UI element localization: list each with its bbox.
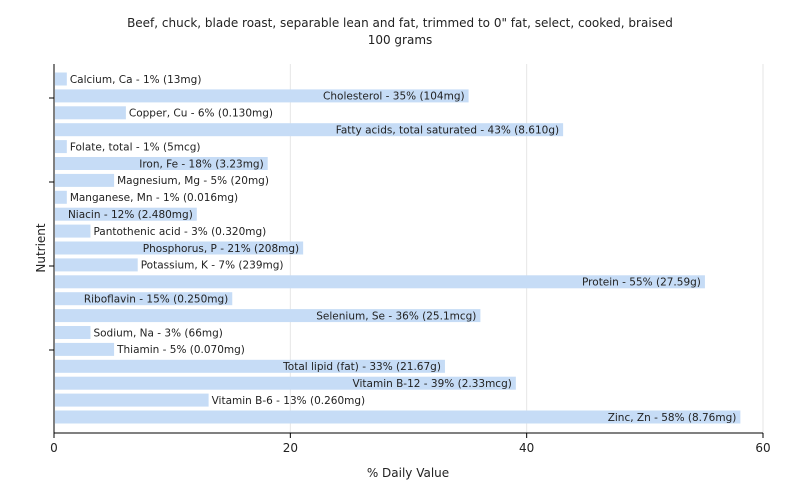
x-tick-label: 40 (519, 441, 534, 455)
bar (55, 140, 67, 154)
bar (55, 190, 67, 204)
bar (55, 342, 115, 356)
bar (55, 326, 91, 339)
bar (55, 241, 304, 255)
bar-label: Cholesterol - 35% (104mg) (323, 91, 465, 103)
bar-label: Vitamin B-6 - 13% (0.260mg) (212, 395, 366, 407)
bar (55, 224, 91, 238)
bar-label: Potassium, K - 7% (239mg) (141, 260, 284, 272)
bar (55, 123, 564, 137)
bar-label: Sodium, Na - 3% (66mg) (93, 327, 222, 339)
bar (55, 207, 197, 221)
bar (55, 275, 705, 289)
bar-label: Phosphorus, P - 21% (208mg) (143, 243, 299, 255)
bar-label: Iron, Fe - 18% (3.23mg) (139, 158, 263, 170)
bar-label: Copper, Cu - 6% (0.130mg) (129, 108, 273, 120)
bar (55, 72, 67, 86)
axes-group: 0 20 40 60 (49, 64, 771, 455)
bar-label: Riboflavin - 15% (0.250mg) (84, 294, 228, 306)
bar-label: Magnesium, Mg - 5% (20mg) (117, 175, 269, 187)
bar (55, 173, 115, 187)
bar-label: Vitamin B-12 - 39% (2.33mcg) (353, 378, 512, 390)
x-tick-label: 0 (50, 441, 58, 455)
x-tick-label: 20 (283, 441, 298, 455)
bar (55, 309, 481, 323)
x-tick-label: 60 (755, 441, 770, 455)
bar-label: Folate, total - 1% (5mcg) (70, 141, 201, 153)
bar-label: Total lipid (fat) - 33% (21.67g) (282, 361, 441, 373)
bar-label: Fatty acids, total saturated - 43% (8.61… (336, 125, 559, 137)
y-axis-label: Nutrient (34, 223, 48, 273)
bar (55, 157, 268, 170)
x-axis-label: % Daily Value (367, 466, 449, 480)
bar-label: Manganese, Mn - 1% (0.016mg) (70, 192, 238, 204)
bar (55, 292, 233, 306)
bar-label: Selenium, Se - 36% (25.1mcg) (316, 310, 476, 322)
chart-subtitle: 100 grams (368, 33, 433, 47)
bar (55, 106, 126, 120)
bar-label: Zinc, Zn - 58% (8.76mg) (608, 412, 737, 424)
bar (55, 376, 516, 390)
bar (55, 89, 469, 103)
bar (55, 359, 445, 373)
bar (55, 258, 138, 272)
bars-group: Calcium, Ca - 1% (13mg) Cholesterol - 35%… (55, 72, 741, 424)
bar-label: Protein - 55% (27.59g) (582, 277, 701, 289)
bar-label: Thiamin - 5% (0.070mg) (116, 344, 245, 356)
chart-title: Beef, chuck, blade roast, separable lean… (127, 16, 673, 30)
bar (55, 410, 741, 424)
bar-label: Pantothenic acid - 3% (0.320mg) (93, 226, 266, 238)
bar-label: Niacin - 12% (2.480mg) (68, 209, 193, 221)
bar-label: Calcium, Ca - 1% (13mg) (70, 74, 202, 86)
bar (55, 393, 209, 407)
